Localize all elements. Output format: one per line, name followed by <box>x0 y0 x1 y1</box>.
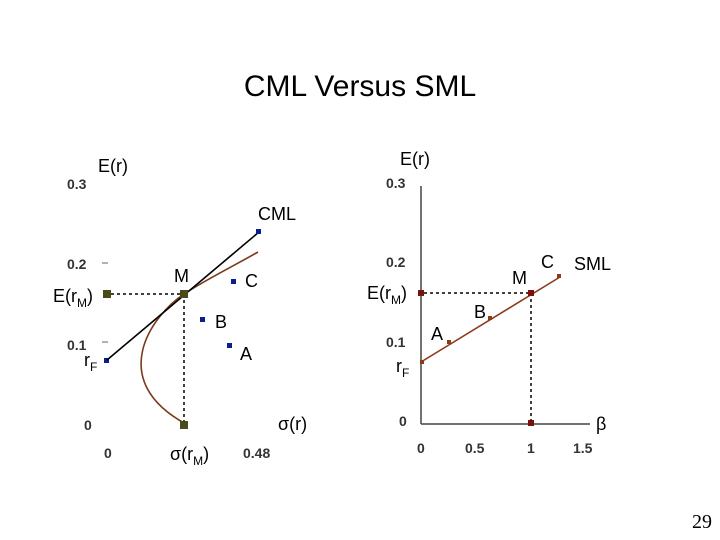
right-point-m <box>528 290 534 296</box>
right-erm-marker-label: E(rM) <box>367 283 407 307</box>
right-point-c-label: C <box>541 252 554 272</box>
left-point-a-label: A <box>240 344 252 364</box>
right-x-tick-1: 1 <box>527 440 535 456</box>
right-point-b <box>488 316 492 320</box>
right-x-axis-title: β <box>596 414 606 434</box>
left-point-b-label: B <box>215 312 227 332</box>
right-y-tick-0.2: 0.2 <box>386 254 406 270</box>
left-rf-marker <box>104 358 109 363</box>
right-point-a-label: A <box>431 324 443 344</box>
left-erm-marker <box>103 290 111 298</box>
left-rf-marker-label: rF <box>84 350 97 374</box>
slide-title: CML Versus SML <box>243 70 477 103</box>
left-y-tick-0.1: 0.1 <box>67 337 87 353</box>
right-beta-m-marker <box>528 420 534 426</box>
right-y-axis-title: E(r) <box>400 149 430 169</box>
right-y-tick-0: 0 <box>399 413 407 429</box>
right-chart: E(r) β 0.3 0.2 0.1 0 E(rM) rF 0 0.5 1 1.… <box>367 149 611 456</box>
right-y-tick-0.3: 0.3 <box>386 175 406 191</box>
cml-label: CML <box>258 204 296 224</box>
sml-label: SML <box>574 254 611 274</box>
right-point-c <box>557 274 561 278</box>
left-x-tick-sigma-m: σ(rM) <box>170 444 209 468</box>
right-point-m-label: M <box>512 268 527 288</box>
left-x-tick-0: 0 <box>104 445 112 461</box>
efficient-frontier-curve <box>140 251 259 425</box>
right-point-a <box>447 340 451 344</box>
left-point-m <box>180 290 188 298</box>
left-point-c <box>231 279 236 284</box>
left-erm-marker-label: E(rM) <box>53 286 93 310</box>
right-rf-marker-label: rF <box>396 356 409 380</box>
right-erm-marker <box>418 290 424 296</box>
cml-end-marker <box>256 229 261 234</box>
left-point-b <box>200 317 205 322</box>
right-point-b-label: B <box>474 302 486 322</box>
left-y-tick-0: 0 <box>84 417 92 433</box>
left-x-tick-0.48: 0.48 <box>243 445 270 461</box>
left-point-m-label: M <box>174 266 189 286</box>
right-x-tick-0: 0 <box>417 440 425 456</box>
left-y-tick-0.2: 0.2 <box>67 256 87 272</box>
left-sigma-m-marker <box>180 421 188 429</box>
left-chart: E(r) σ(r) 0.3 0.2 0.1 0 E(rM) rF 0 σ(rM)… <box>53 156 307 468</box>
left-x-axis-title: σ(r) <box>278 414 307 434</box>
left-point-c-label: C <box>245 271 258 291</box>
right-x-tick-0.5: 0.5 <box>465 440 485 456</box>
left-y-axis-title: E(r) <box>98 156 128 176</box>
page-number: 29 <box>692 511 712 533</box>
left-y-tick-0.3: 0.3 <box>67 176 87 192</box>
right-y-tick-0.1: 0.1 <box>386 334 406 350</box>
right-x-tick-1.5: 1.5 <box>573 440 593 456</box>
left-point-a <box>227 343 232 348</box>
